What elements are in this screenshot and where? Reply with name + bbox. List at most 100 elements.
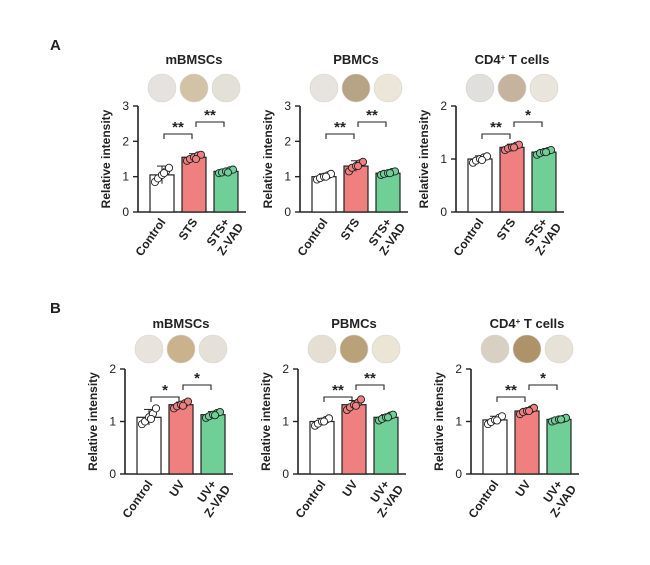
stain-dot-image xyxy=(339,334,369,364)
y-tick-label: 0 xyxy=(109,467,116,481)
data-point xyxy=(556,415,566,424)
bar xyxy=(181,156,207,213)
data-point xyxy=(492,416,502,425)
y-axis-label: Relative intensity xyxy=(86,372,100,471)
panel-label-a: A xyxy=(50,37,61,54)
y-axis-label: Relative intensity xyxy=(432,372,446,471)
chart-4: mBMSCs 0 1 2 Relative intensity Control UV UV+Z… xyxy=(86,316,233,521)
stain-dot-image xyxy=(373,73,403,103)
y-tick-label: 1 xyxy=(122,170,129,184)
bar xyxy=(200,414,226,475)
significance-label: * xyxy=(194,370,200,387)
bar xyxy=(341,404,367,475)
significance-label: ** xyxy=(505,382,517,399)
chart-3: CD4+ T cells 0 1 2 Relative intensity Control… xyxy=(417,52,564,259)
x-tick-label: UV xyxy=(512,478,533,500)
panel-label-b: B xyxy=(50,300,61,317)
significance-bracket xyxy=(150,396,180,402)
data-point xyxy=(524,406,534,416)
data-point xyxy=(191,154,201,164)
significance-label: ** xyxy=(204,107,216,124)
x-tick-label: STS+Z-VAD xyxy=(521,212,565,258)
y-tick-label: 0 xyxy=(440,205,447,219)
y-axis-label: Relative intensity xyxy=(99,109,113,208)
x-tick-label: STS xyxy=(176,216,201,243)
data-point xyxy=(385,169,395,178)
data-point xyxy=(164,163,174,172)
chart-title: CD4+ T cells xyxy=(475,52,550,67)
x-tick-label: Control xyxy=(451,216,487,259)
bar xyxy=(309,420,335,475)
data-point xyxy=(151,404,161,413)
x-tick-label: UV+Z-VAD xyxy=(190,474,234,520)
y-tick-label: 3 xyxy=(122,99,129,113)
bar xyxy=(467,158,493,213)
significance-bracket xyxy=(323,396,353,402)
significance-label: * xyxy=(162,382,168,399)
x-tick-label: Control xyxy=(133,216,169,259)
chart-title: CD4+ T cells xyxy=(490,316,565,331)
y-axis-label: Relative intensity xyxy=(417,109,431,208)
stain-dot-image xyxy=(512,334,542,364)
stain-dot-image xyxy=(307,334,337,364)
y-tick-label: 2 xyxy=(284,134,291,148)
stain-dot-image xyxy=(179,73,209,103)
bar xyxy=(499,146,525,213)
y-tick-label: 0 xyxy=(282,467,289,481)
data-point xyxy=(210,411,220,420)
significance-bracket xyxy=(496,396,526,402)
significance-label: ** xyxy=(364,370,376,387)
chart-1: mBMSCs 0 1 2 3 Relative intensity Control STS ST… xyxy=(99,52,246,259)
y-tick-label: 0 xyxy=(455,467,462,481)
data-point xyxy=(541,148,551,157)
stain-dot-image xyxy=(211,73,241,103)
stain-dot-image xyxy=(341,73,371,103)
y-axis-label: Relative intensity xyxy=(261,109,275,208)
stain-dot-image xyxy=(529,73,559,103)
significance-bracket xyxy=(481,133,511,139)
x-tick-label: UV+Z-VAD xyxy=(363,474,407,520)
significance-bracket xyxy=(357,121,387,127)
significance-label: ** xyxy=(332,382,344,399)
data-point xyxy=(178,401,188,410)
stain-dot-image xyxy=(166,334,196,364)
data-point xyxy=(159,169,169,178)
stain-dot-image xyxy=(134,334,164,364)
data-point xyxy=(353,162,363,171)
bar xyxy=(168,404,194,475)
y-tick-label: 3 xyxy=(284,99,291,113)
data-point xyxy=(383,413,393,422)
x-tick-label: UV+Z-VAD xyxy=(536,474,580,520)
stain-dot-image xyxy=(544,334,574,364)
x-tick-label: Control xyxy=(295,216,331,259)
bar xyxy=(373,416,399,475)
y-tick-label: 2 xyxy=(440,99,447,113)
significance-bracket xyxy=(163,133,193,139)
chart-title: mBMSCs xyxy=(165,52,222,67)
x-tick-label: Control xyxy=(120,478,156,521)
chart-title: PBMCs xyxy=(333,52,379,67)
bar xyxy=(531,151,557,213)
stain-dot-image xyxy=(147,73,177,103)
chart-2: PBMCs 0 1 2 3 Relative intensity Control STS STS… xyxy=(261,52,408,259)
stain-dot-image xyxy=(371,334,401,364)
data-point xyxy=(477,156,487,165)
x-tick-label: UV xyxy=(339,478,360,500)
stain-dot-image xyxy=(480,334,510,364)
x-tick-label: STS xyxy=(338,216,363,243)
y-tick-label: 0 xyxy=(284,205,291,219)
y-tick-label: 2 xyxy=(109,362,116,376)
data-point xyxy=(319,417,329,426)
x-tick-label: STS xyxy=(494,216,519,243)
chart-title: PBMCs xyxy=(331,316,377,331)
bar xyxy=(482,419,508,475)
y-tick-label: 1 xyxy=(440,152,447,166)
stain-dot-image xyxy=(309,73,339,103)
data-point xyxy=(146,414,156,423)
y-tick-label: 1 xyxy=(109,415,116,429)
bar xyxy=(375,172,401,213)
significance-label: ** xyxy=(172,119,184,136)
chart-title: mBMSCs xyxy=(152,316,209,331)
